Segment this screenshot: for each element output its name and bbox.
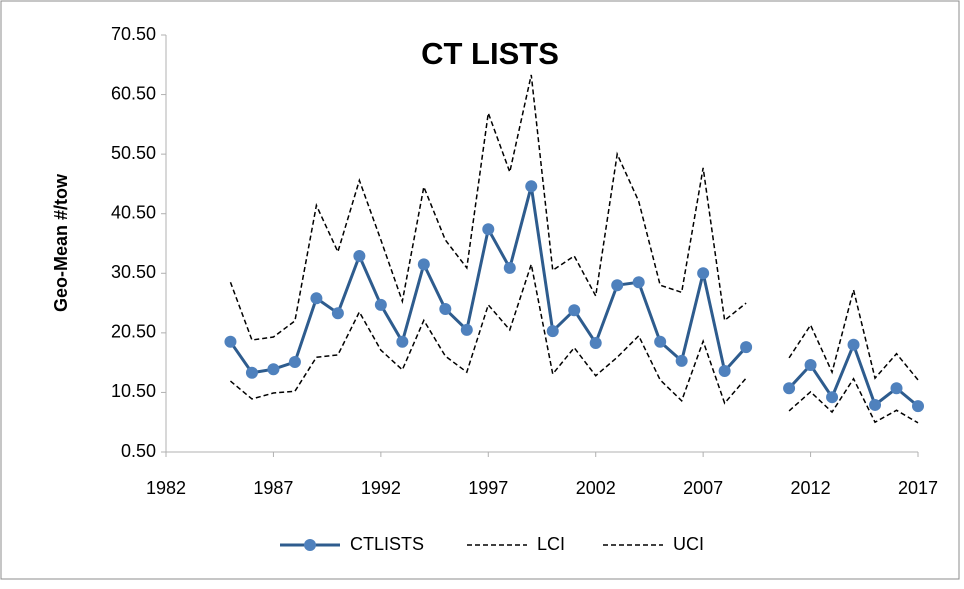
series-marker — [503, 261, 516, 274]
series-line — [229, 261, 919, 424]
series-marker — [847, 338, 860, 351]
series-line — [229, 74, 919, 381]
series-marker — [245, 366, 258, 379]
series-marker — [439, 303, 452, 316]
series-marker — [310, 292, 323, 305]
series-marker — [525, 180, 538, 193]
series-marker — [718, 364, 731, 377]
legend-label: LCI — [537, 534, 565, 554]
x-tick-label: 2017 — [898, 478, 938, 498]
series-marker — [353, 250, 366, 263]
series-marker — [632, 276, 645, 289]
series-marker — [912, 400, 924, 413]
series-marker — [890, 382, 903, 395]
series-marker — [331, 307, 344, 320]
y-tick-label: 70.50 — [111, 24, 156, 44]
x-tick-label: 1992 — [361, 478, 401, 498]
series-marker — [589, 336, 602, 349]
series-marker — [826, 391, 839, 404]
y-tick-label: 20.50 — [111, 322, 156, 342]
y-tick-label: 10.50 — [111, 381, 156, 401]
x-tick-label: 1987 — [253, 478, 293, 498]
series-marker — [675, 354, 688, 367]
y-tick-label: 0.50 — [121, 441, 156, 461]
series-marker — [374, 298, 387, 311]
y-tick-label: 40.50 — [111, 202, 156, 222]
series-marker — [267, 363, 280, 376]
legend-label: UCI — [673, 534, 704, 554]
legend-marker — [304, 539, 316, 551]
x-tick-label: 2002 — [576, 478, 616, 498]
x-tick-label: 1982 — [146, 478, 186, 498]
series-marker — [740, 341, 753, 354]
series-marker — [697, 267, 710, 280]
series-marker — [568, 304, 581, 317]
series-marker — [417, 258, 430, 271]
x-tick-label: 1997 — [468, 478, 508, 498]
y-tick-label: 50.50 — [111, 143, 156, 163]
series-marker — [224, 335, 237, 348]
series-marker — [396, 335, 409, 348]
y-tick-label: 60.50 — [111, 83, 156, 103]
series-marker — [460, 323, 473, 336]
series-marker — [783, 382, 796, 395]
series-marker — [654, 335, 667, 348]
legend-label: CTLISTS — [350, 534, 424, 554]
chart-title: CT LISTS — [421, 36, 559, 71]
x-tick-label: 2012 — [791, 478, 831, 498]
y-axis-label: Geo-Mean #/tow — [51, 173, 71, 312]
series-marker — [546, 325, 559, 338]
y-tick-label: 30.50 — [111, 262, 156, 282]
series-marker — [288, 356, 301, 369]
x-tick-label: 2007 — [683, 478, 723, 498]
series-marker — [804, 359, 817, 372]
series-marker — [482, 223, 495, 236]
series-marker — [869, 398, 882, 411]
series-marker — [611, 279, 624, 292]
